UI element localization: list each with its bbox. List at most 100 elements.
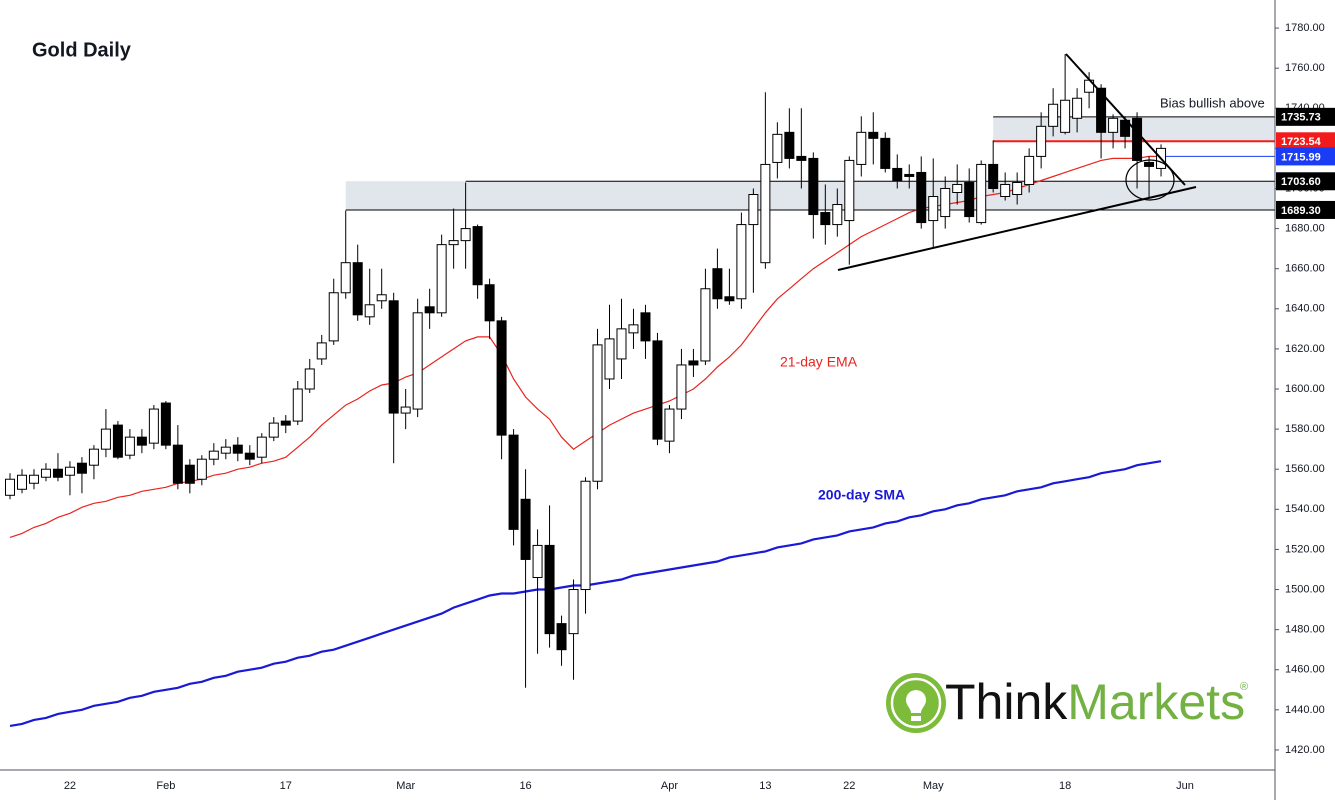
candle-body bbox=[712, 268, 723, 300]
highlight-circle bbox=[1125, 159, 1175, 201]
candle-body bbox=[5, 478, 15, 496]
candle-body bbox=[568, 589, 579, 635]
candle-body bbox=[436, 244, 447, 314]
candle-body bbox=[64, 466, 75, 476]
logo-text: ThinkMarkets bbox=[945, 674, 1245, 730]
candle-body bbox=[640, 312, 651, 342]
candle-body bbox=[280, 420, 291, 426]
level-label-bg bbox=[1276, 200, 1335, 219]
candle-body bbox=[592, 344, 603, 482]
y-tick-label: 1460.00 bbox=[1285, 664, 1325, 676]
candle-body bbox=[832, 204, 843, 226]
candle-body bbox=[676, 364, 687, 410]
candle-body bbox=[784, 131, 795, 159]
candle-body bbox=[472, 226, 483, 286]
level-label: 1689.30 bbox=[1281, 205, 1321, 217]
candle-body bbox=[232, 444, 243, 454]
candle-body bbox=[496, 320, 507, 436]
logo-icon-ring bbox=[890, 677, 942, 729]
candle-body bbox=[748, 194, 759, 226]
candle-body bbox=[340, 262, 351, 294]
x-tick-label: 16 bbox=[519, 780, 531, 792]
candle-body bbox=[148, 408, 159, 444]
candle-body bbox=[916, 171, 927, 224]
candle-body bbox=[256, 436, 267, 458]
candle-body bbox=[1048, 103, 1059, 127]
level-label: 1715.99 bbox=[1281, 151, 1321, 163]
plot: 21-day EMA 200-day SMA bbox=[5, 54, 1167, 727]
candle-body bbox=[844, 159, 855, 222]
candle-body bbox=[220, 446, 231, 454]
candle-body bbox=[820, 212, 831, 226]
logo-bulb-base bbox=[911, 716, 921, 721]
candle-body bbox=[1072, 97, 1083, 119]
candle-body bbox=[976, 163, 987, 224]
annotation: Bias bullish above bbox=[1160, 95, 1265, 110]
candle-body bbox=[1024, 155, 1035, 185]
x-tick-label: Mar bbox=[396, 780, 415, 792]
candle-body bbox=[952, 183, 963, 194]
x-tick-label: May bbox=[923, 780, 944, 792]
candle-body bbox=[484, 284, 495, 322]
y-tick-label: 1600.00 bbox=[1285, 383, 1325, 395]
candle-body bbox=[292, 388, 303, 422]
candle-body bbox=[892, 167, 903, 181]
y-tick-label: 1680.00 bbox=[1285, 223, 1325, 235]
candle-body bbox=[172, 444, 183, 484]
y-tick-label: 1440.00 bbox=[1285, 704, 1325, 716]
level-label-bg bbox=[1276, 147, 1335, 166]
candle-body bbox=[508, 434, 519, 530]
series-label: 200-day SMA bbox=[818, 487, 905, 503]
candle-body bbox=[796, 155, 807, 161]
level-label: 1735.73 bbox=[1281, 112, 1321, 124]
candle-body bbox=[652, 340, 663, 440]
level-label: 1723.54 bbox=[1281, 136, 1322, 148]
level-label-bg bbox=[1276, 132, 1335, 151]
y-tick-label: 1500.00 bbox=[1285, 583, 1325, 595]
candle-body bbox=[160, 402, 171, 446]
candle-body bbox=[1132, 117, 1143, 161]
candle-body bbox=[352, 262, 363, 316]
y-tick-label: 1480.00 bbox=[1285, 624, 1325, 636]
candle-body bbox=[988, 163, 999, 189]
candle-body bbox=[1096, 87, 1107, 133]
candle-body bbox=[856, 131, 867, 165]
candle-body bbox=[400, 406, 411, 414]
candle-body bbox=[136, 436, 147, 446]
y-tick-label: 1620.00 bbox=[1285, 343, 1325, 355]
logo-bulb bbox=[906, 690, 926, 713]
candle-body bbox=[736, 224, 747, 300]
candle-body bbox=[940, 187, 951, 218]
candle-body bbox=[412, 312, 423, 410]
logo: ThinkMarkets ® bbox=[886, 673, 1248, 733]
candle-body bbox=[244, 452, 255, 460]
candle-body bbox=[388, 300, 399, 414]
candle-body bbox=[1108, 117, 1119, 133]
candle-body bbox=[688, 360, 699, 366]
level-label-bg bbox=[1276, 107, 1335, 126]
y-tick-label: 1780.00 bbox=[1285, 22, 1325, 34]
candle-body bbox=[556, 623, 567, 651]
candle-body bbox=[964, 181, 975, 218]
logo-think: Think bbox=[945, 674, 1068, 730]
y-tick-label: 1520.00 bbox=[1285, 543, 1325, 555]
candle-body bbox=[1144, 161, 1155, 167]
chart-title: Gold Daily bbox=[32, 39, 132, 61]
x-tick-label: Feb bbox=[156, 780, 175, 792]
candle-body bbox=[184, 464, 195, 484]
candle-body bbox=[604, 338, 615, 380]
y-tick-label: 1560.00 bbox=[1285, 463, 1325, 475]
y-tick-label: 1640.00 bbox=[1285, 303, 1325, 315]
x-tick-label: 22 bbox=[843, 780, 855, 792]
series-label: 21-day EMA bbox=[780, 354, 858, 370]
candle-body bbox=[772, 133, 783, 163]
candle-body bbox=[304, 368, 315, 390]
candle-body bbox=[880, 137, 891, 169]
candle-body bbox=[1036, 125, 1047, 157]
y-tick-label: 1760.00 bbox=[1285, 62, 1325, 74]
candle-body bbox=[424, 306, 435, 314]
candle-body bbox=[628, 324, 639, 334]
candle-body bbox=[724, 296, 735, 302]
